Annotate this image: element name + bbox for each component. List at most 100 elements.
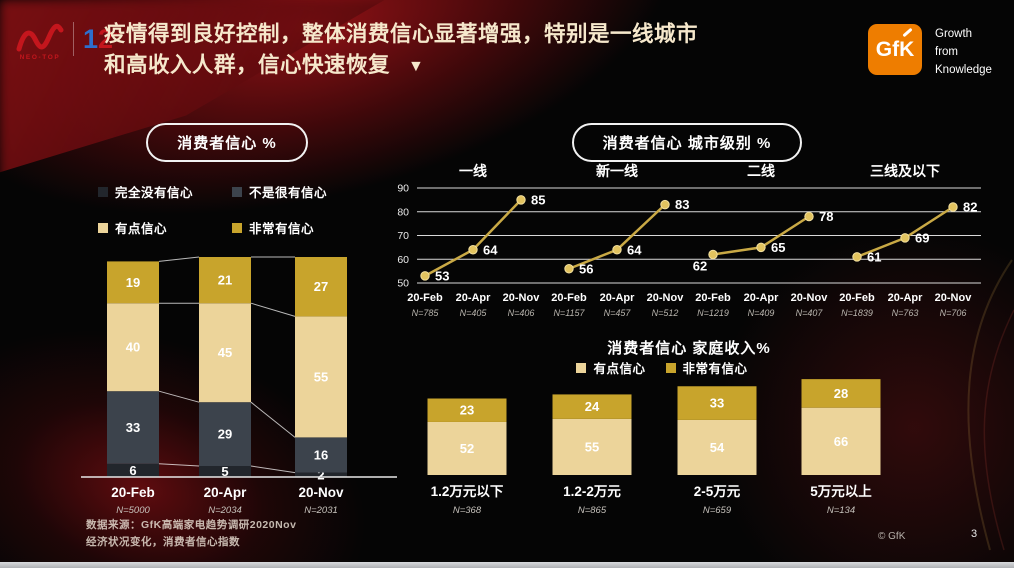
bar-segment — [552, 394, 632, 419]
x-axis-label: 20-Apr — [204, 485, 248, 500]
sample-size-label: N=457 — [604, 308, 632, 318]
slide-bottom-edge — [0, 562, 1014, 568]
bar-segment — [107, 303, 159, 392]
bar-segment — [427, 421, 507, 475]
gfk-tagline: Growth from Knowledge — [935, 24, 992, 79]
bar-segment — [677, 386, 757, 420]
sample-size-label: N=659 — [703, 505, 732, 516]
x-axis-label: 20-Nov — [935, 292, 973, 304]
x-axis-label: 5万元以上 — [810, 484, 872, 499]
bar-segment — [199, 303, 251, 403]
sample-size-label: N=2034 — [208, 505, 242, 516]
bar-value-label: 5 — [221, 464, 228, 479]
slide-title-line1: 疫情得到良好控制，整体消费信心显著增强，特别是一线城市 — [104, 22, 699, 46]
point-value-label: 61 — [867, 249, 881, 264]
sample-size-label: N=1157 — [553, 308, 585, 318]
sample-size-label: N=5000 — [116, 505, 150, 516]
connector-line — [250, 401, 296, 438]
legend-item: 不是很有信心 — [232, 182, 348, 201]
neo-top-logo: NEO-TOP 12™ — [16, 22, 120, 62]
sample-size-label: N=405 — [460, 308, 488, 318]
bar-segment — [677, 419, 757, 475]
bar-segment — [295, 437, 347, 473]
bar-value-label: 21 — [218, 273, 232, 288]
data-point — [804, 211, 814, 222]
bar-value-label: 33 — [710, 396, 724, 411]
x-axis-label: 20-Nov — [298, 485, 344, 500]
point-value-label: 78 — [819, 209, 833, 224]
page-number: 3 — [971, 528, 978, 540]
city-tier-line-chart: 90 80 70 60 50 一线 53 20-Feb N=785 64 20-Apr N=405 85… — [393, 158, 1013, 328]
data-source-line2: 经济状况变化，消费者信心指数 — [86, 535, 240, 548]
bar-segment — [199, 466, 251, 477]
gfk-tagline-line3: Knowledge — [935, 63, 992, 76]
income-chart-title: 消费者信心 家庭收入% — [607, 340, 771, 357]
sample-size-label: N=2031 — [304, 505, 338, 516]
sample-size-label: N=134 — [827, 505, 855, 516]
point-value-label: 64 — [483, 242, 498, 257]
sample-size-label: N=763 — [892, 308, 919, 318]
bar-segment — [552, 418, 632, 475]
point-value-label: 83 — [675, 197, 689, 212]
connector-line — [158, 390, 200, 403]
y-axis-tick-label: 60 — [397, 254, 409, 266]
slide-title-line2: 和高收入人群，信心快速恢复 ▼ — [104, 50, 698, 81]
point-value-label: 85 — [531, 192, 545, 207]
income-chart-legend: 有点信心 非常有信心 — [365, 358, 959, 377]
group-title: 一线 — [459, 163, 487, 179]
sample-size-label: N=407 — [796, 308, 824, 318]
sample-size-label: N=1219 — [697, 308, 729, 318]
legend-swatch — [232, 186, 242, 197]
legend-item: 完全没有信心 — [98, 182, 232, 201]
income-stacked-bar-chart: 52 23 55 24 54 33 66 28 1.2万元以下 N=368 1.2-2万元 N=865… — [420, 374, 1014, 544]
legend-item: 非常有信心 — [232, 218, 348, 237]
connector-line — [250, 302, 296, 317]
x-axis-label: 20-Apr — [600, 292, 636, 304]
sample-size-label: N=785 — [412, 308, 440, 318]
bar-value-label: 28 — [834, 386, 848, 401]
gfk-tagline-line2: from — [935, 45, 958, 58]
bar-value-label: 19 — [126, 275, 140, 290]
bar-value-label: 55 — [585, 439, 599, 454]
data-point — [852, 252, 862, 262]
sample-size-label: N=368 — [453, 505, 482, 516]
x-axis-label: 20-Nov — [791, 292, 829, 304]
data-point — [708, 249, 718, 260]
point-value-label: 56 — [579, 261, 593, 276]
consumer-confidence-by-city-tier: 90 80 70 60 50 一线 53 20-Feb N=785 64 20-Apr N=405 85… — [397, 163, 981, 318]
neo-top-name: NEO-TOP — [19, 54, 61, 61]
x-axis-label: 20-Apr — [744, 292, 780, 304]
group-title: 三线及以下 — [870, 163, 940, 179]
copyright: © GfK — [878, 531, 906, 542]
legend-label: 有点信心 — [115, 222, 168, 236]
slide-title: 疫情得到良好控制，整体消费信心显著增强，特别是一线城市 和高收入人群，信心快速恢… — [104, 19, 698, 80]
bar-segment — [199, 402, 251, 466]
legend-swatch — [232, 222, 242, 233]
point-value-label: 82 — [963, 200, 977, 215]
bar-value-label: 23 — [460, 403, 474, 418]
bar-value-label: 45 — [218, 345, 232, 360]
x-axis-label: 20-Nov — [503, 292, 541, 304]
data-point — [516, 195, 526, 205]
neo-top-digit-1: 1 — [83, 23, 99, 54]
bar-segment — [295, 316, 347, 438]
legend-item: 有点信心 — [576, 358, 645, 377]
bar-value-label: 33 — [126, 420, 140, 435]
sample-size-label: N=706 — [940, 308, 967, 318]
city-tier-chart-title: 消费者信心 城市级别 % — [572, 123, 802, 162]
bar-value-label: 29 — [218, 427, 232, 442]
x-axis-label: 1.2万元以下 — [431, 484, 504, 499]
connector-line — [158, 256, 200, 262]
gfk-logo: GfK Growth from Knowledge — [868, 24, 992, 79]
neo-top-swoosh-icon — [16, 23, 64, 52]
x-axis-label: 20-Feb — [839, 292, 875, 304]
group-title: 新一线 — [596, 163, 638, 179]
data-point — [660, 199, 670, 210]
data-point — [564, 264, 574, 274]
data-source-note: 数据来源：GfK高端家电趋势调研2020Nov 经济状况变化，消费者信心指数 — [86, 517, 296, 551]
overall-chart-title: 消费者信心 % — [146, 123, 308, 162]
x-axis-label: 1.2-2万元 — [563, 484, 621, 499]
gfk-logo-box: GfK — [868, 24, 922, 75]
x-axis-label: 20-Feb — [551, 292, 587, 304]
y-axis-tick-label: 80 — [397, 206, 409, 218]
